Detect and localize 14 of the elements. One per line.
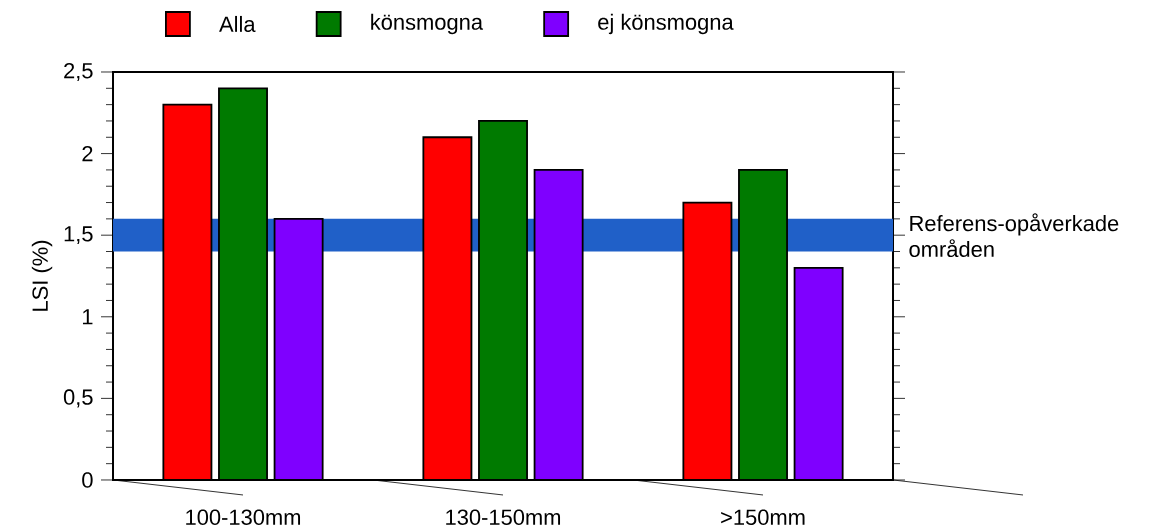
y-tick-label: 1,5 [64, 226, 93, 245]
y-tick-label: 2,5 [64, 62, 93, 82]
y-tick-label: 1 [82, 309, 93, 325]
x-tick-label: 130-150mm [446, 509, 561, 526]
legend-label: könsmogna [371, 13, 484, 35]
y-tick-label: 2 [82, 145, 93, 162]
y-tick-label: 0 [82, 472, 93, 488]
legend-label: ej könsmogna [598, 13, 734, 35]
x-tick-label: 100-130mm [186, 509, 301, 526]
band-label: Referens-opåverkade områden [909, 213, 1119, 258]
x-tick-label: >150mm [721, 509, 805, 526]
y-axis-title: LSI (%) [31, 240, 53, 311]
legend-label: Alla [219, 15, 256, 33]
y-tick-label: 0,5 [63, 389, 93, 408]
